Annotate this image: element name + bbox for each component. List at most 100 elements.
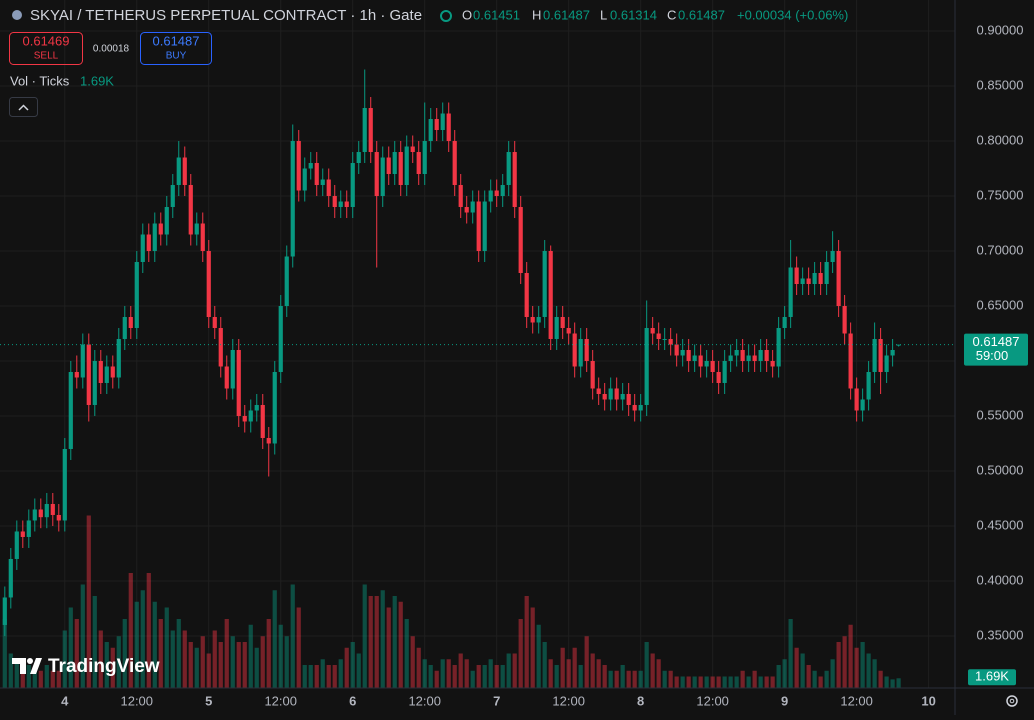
- candle-body: [536, 316, 541, 323]
- candle-body: [422, 141, 427, 175]
- candle-body: [458, 185, 463, 208]
- candle-body: [620, 393, 625, 400]
- candle-body: [236, 349, 241, 416]
- candle-body: [386, 157, 391, 175]
- volume-bar: [254, 647, 259, 688]
- candle-body: [74, 371, 79, 378]
- volume-bar: [86, 515, 91, 688]
- candle-body: [206, 251, 211, 317]
- y-tick-label: 0.70000: [977, 242, 1024, 257]
- candle-body: [104, 366, 109, 383]
- volume-bar: [488, 659, 493, 688]
- volume-bar: [896, 678, 901, 688]
- volume-bar: [746, 676, 751, 688]
- candle-body: [818, 273, 823, 284]
- volume-bar: [242, 642, 247, 688]
- volume-bar: [338, 659, 343, 688]
- status-dot: [440, 10, 452, 22]
- buy-button[interactable]: [140, 32, 212, 65]
- candle-body: [608, 388, 613, 400]
- settings-icon[interactable]: [1009, 698, 1015, 704]
- spread: 0.00018: [93, 44, 130, 55]
- x-tick-label: 12:00: [696, 693, 729, 708]
- candle-body: [854, 388, 859, 411]
- volume-bar: [800, 653, 805, 688]
- volume-bar: [674, 676, 679, 688]
- candle-body: [710, 360, 715, 372]
- volume-bar: [122, 619, 127, 688]
- volume-bar: [296, 607, 301, 688]
- candle-body: [500, 185, 505, 197]
- candle-body: [632, 404, 637, 411]
- volume-bar: [20, 665, 25, 688]
- volume-bar: [848, 624, 853, 688]
- collapse-icon[interactable]: [18, 104, 29, 111]
- sell-price[interactable]: 0.61469: [23, 33, 70, 48]
- candle-body: [110, 366, 115, 378]
- candle-body: [50, 503, 55, 515]
- candle-body: [362, 108, 367, 153]
- logo-icon: [12, 658, 42, 674]
- candle-body: [464, 207, 469, 213]
- candle-body: [758, 349, 763, 361]
- sell-button[interactable]: [9, 32, 83, 65]
- volume-bar: [548, 659, 553, 688]
- volume-bar: [146, 573, 151, 688]
- candle-body: [356, 152, 361, 164]
- volume-bar: [98, 630, 103, 688]
- candle-body: [590, 360, 595, 389]
- volume-bar: [92, 596, 97, 688]
- candle-body: [896, 344, 901, 346]
- candle-body: [314, 163, 319, 186]
- volume-bar: [818, 676, 823, 688]
- volume-bar: [668, 670, 673, 688]
- volume-bar: [134, 601, 139, 688]
- volume-bar: [590, 653, 595, 688]
- volume-bar: [2, 619, 7, 688]
- candle-body: [776, 327, 781, 367]
- candle-body: [128, 316, 133, 328]
- volume-bar: [260, 636, 265, 688]
- candle-body: [56, 514, 61, 521]
- volume-bar: [218, 642, 223, 688]
- candle-body: [770, 360, 775, 367]
- volume-bar: [8, 653, 13, 688]
- candle-body: [692, 355, 697, 361]
- volume-bar: [566, 659, 571, 688]
- candle-body: [482, 201, 487, 252]
- x-tick-label: 12:00: [408, 693, 441, 708]
- candle-body: [20, 531, 25, 537]
- candle-body: [560, 316, 565, 328]
- volume-bar: [578, 665, 583, 688]
- buy-price[interactable]: 0.61487: [153, 33, 200, 48]
- candle-body: [278, 305, 283, 372]
- settings-icon[interactable]: [1006, 695, 1018, 707]
- volume-title: Vol · Ticks: [10, 73, 70, 88]
- buy-label[interactable]: BUY: [166, 51, 187, 62]
- candle-body: [2, 597, 7, 625]
- ohlc-label: L: [600, 7, 607, 22]
- y-tick-label: 0.80000: [977, 132, 1024, 147]
- volume-bar: [272, 590, 277, 688]
- candle-body: [848, 333, 853, 389]
- candle-body: [38, 509, 43, 518]
- candle-body: [704, 360, 709, 367]
- volume-bar: [50, 670, 55, 688]
- ohlc-value: 0.61451: [473, 7, 520, 22]
- sell-label[interactable]: SELL: [34, 51, 59, 62]
- collapse-button[interactable]: [9, 97, 38, 117]
- volume-bar: [194, 647, 199, 688]
- x-tick-label: 8: [637, 693, 644, 708]
- change: +0.00034 (+0.06%): [737, 7, 848, 22]
- candle-body: [320, 179, 325, 186]
- volume-bar: [38, 670, 43, 688]
- candle-body: [842, 305, 847, 334]
- ohlc-label: C: [667, 7, 676, 22]
- volume-bar: [812, 670, 817, 688]
- candle-body: [614, 388, 619, 400]
- volume-bar: [80, 584, 85, 688]
- candle-body: [392, 152, 397, 175]
- price-badge: [964, 333, 1028, 366]
- x-tick-label: 12:00: [840, 693, 873, 708]
